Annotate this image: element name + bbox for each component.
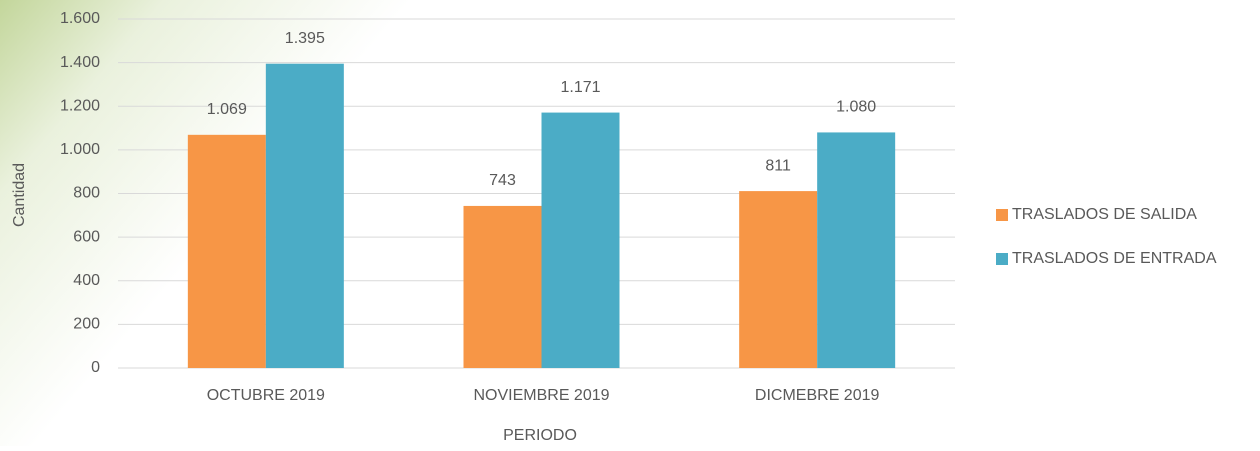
value-label: 743 <box>489 172 516 189</box>
bar <box>265 63 344 368</box>
value-label: 811 <box>765 157 791 174</box>
y-tick-label: 1.200 <box>60 97 100 114</box>
value-label: 1.080 <box>836 99 876 116</box>
bar <box>817 132 896 368</box>
y-tick-label: 1.000 <box>60 141 100 158</box>
legend-label: TRASLADOS DE SALIDA <box>1012 206 1197 223</box>
bar <box>541 112 620 368</box>
x-tick-label: NOVIEMBRE 2019 <box>473 387 609 404</box>
y-tick-label: 600 <box>73 228 100 245</box>
y-tick-label: 400 <box>73 272 100 289</box>
value-label: 1.171 <box>560 79 600 96</box>
y-tick-label: 800 <box>73 185 100 202</box>
legend-label: TRASLADOS DE ENTRADA <box>1012 250 1217 267</box>
value-label: 1.395 <box>285 30 325 47</box>
y-axis-title: Cantidad <box>11 163 28 227</box>
bar <box>739 191 818 368</box>
y-tick-label: 1.400 <box>60 54 100 71</box>
y-tick-label: 0 <box>91 359 100 376</box>
x-tick-label: DICMEBRE 2019 <box>755 387 880 404</box>
y-tick-label: 1.600 <box>60 10 100 27</box>
value-label: 1.069 <box>207 101 247 118</box>
bar <box>187 134 266 368</box>
x-axis-title: PERIODO <box>503 427 577 444</box>
bar <box>463 205 542 368</box>
legend-swatch <box>996 209 1008 221</box>
x-tick-label: OCTUBRE 2019 <box>207 387 325 404</box>
legend-swatch <box>996 253 1008 265</box>
y-tick-label: 200 <box>73 316 100 333</box>
